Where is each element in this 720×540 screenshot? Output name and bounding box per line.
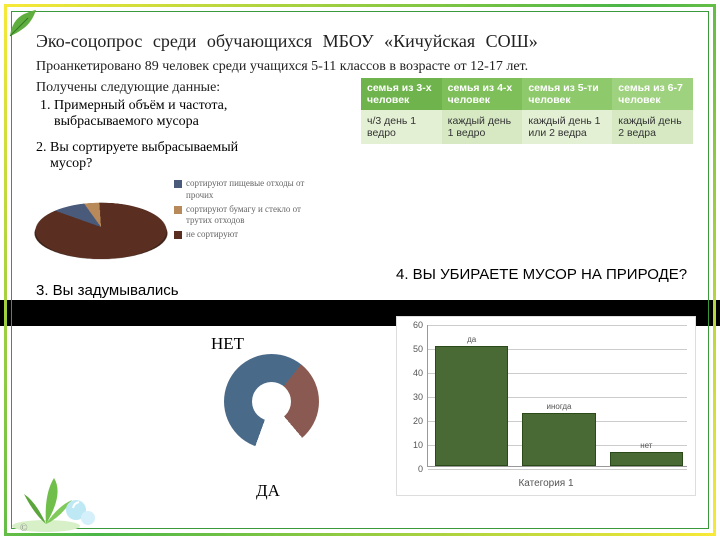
table-header: семья из 3-х человек [361, 78, 442, 110]
bar-y-tick: 40 [397, 368, 423, 378]
bar-y-tick: 20 [397, 416, 423, 426]
q1-line2: выбрасываемого мусора [54, 114, 366, 130]
bar-y-tick: 10 [397, 440, 423, 450]
q1-line1: 1. Примерный объём и частота, [40, 98, 366, 114]
pie-chart-q2: сортируют пищевые отходы от прочих сортир… [36, 178, 366, 272]
table-header: семья из 6-7 человек [612, 78, 693, 110]
pie-legend: сортируют пищевые отходы от прочих сортир… [174, 178, 314, 272]
donut-ring [224, 354, 319, 449]
table-header: семья из 4-х человек [442, 78, 523, 110]
q3-line2: о проблеме мусора? [36, 299, 366, 316]
eco-plant-icon [6, 454, 126, 534]
pie-3d [26, 203, 177, 259]
bar-plot-area: да иногда нет [427, 325, 687, 467]
table-cell: каждый день 1 или 2 ведра [522, 110, 612, 144]
donut-label-da: ДА [256, 481, 280, 501]
bar-series-label: нет [640, 441, 652, 450]
bar-y-tick: 0 [397, 464, 423, 474]
received-line: Получены следующие данные: [36, 79, 366, 98]
question-1: 1. Примерный объём и частота, выбрасывае… [40, 98, 366, 130]
table-cell: каждый день 1 ведро [442, 110, 523, 144]
bar [435, 346, 508, 466]
pie-legend-item: сортируют пищевые отходы от прочих [174, 178, 314, 201]
table-cell: ч/3 день 1 ведро [361, 110, 442, 144]
question-2: 2. Вы сортируете выбрасываемый мусор? [36, 140, 366, 172]
bar-chart-q4: да иногда нет Категория 1 0 10 20 30 40 50 60 [396, 316, 696, 496]
copyright-mark: © [20, 523, 28, 534]
family-table: семья из 3-х человексемья из 4-х человек… [361, 78, 693, 144]
bar-y-tick: 50 [397, 344, 423, 354]
q2-line1: 2. Вы сортируете выбрасываемый [36, 140, 366, 156]
table-cell: каждый день 2 ведра [612, 110, 693, 144]
q3-line1: 3. Вы задумывались [36, 282, 366, 299]
bar-y-tick: 60 [397, 320, 423, 330]
pie-legend-item: не сортируют [174, 229, 314, 241]
bar-x-label: Категория 1 [397, 478, 695, 489]
bar [610, 452, 683, 466]
bar [522, 413, 595, 466]
question-4: 4. ВЫ УБИРАЕТЕ МУСОР НА ПРИРОДЕ? [396, 266, 696, 283]
bar-series-label: иногда [546, 402, 571, 411]
page-title: Эко-соцопрос среди обучающихся МБОУ «Кич… [36, 30, 684, 53]
donut-chart-q3 [191, 336, 351, 449]
table-header: семья из 5-ти человек [522, 78, 612, 110]
bar-y-tick: 30 [397, 392, 423, 402]
q2-line2: мусор? [36, 156, 366, 172]
pie-legend-item: сортируют бумагу и стекло от трутих отхо… [174, 204, 314, 227]
survey-subtitle: Проанкетировано 89 человек среди учащихс… [36, 59, 684, 75]
bar-series-label: да [467, 335, 476, 344]
question-3: 3. Вы задумывались о проблеме мусора? [36, 282, 366, 316]
